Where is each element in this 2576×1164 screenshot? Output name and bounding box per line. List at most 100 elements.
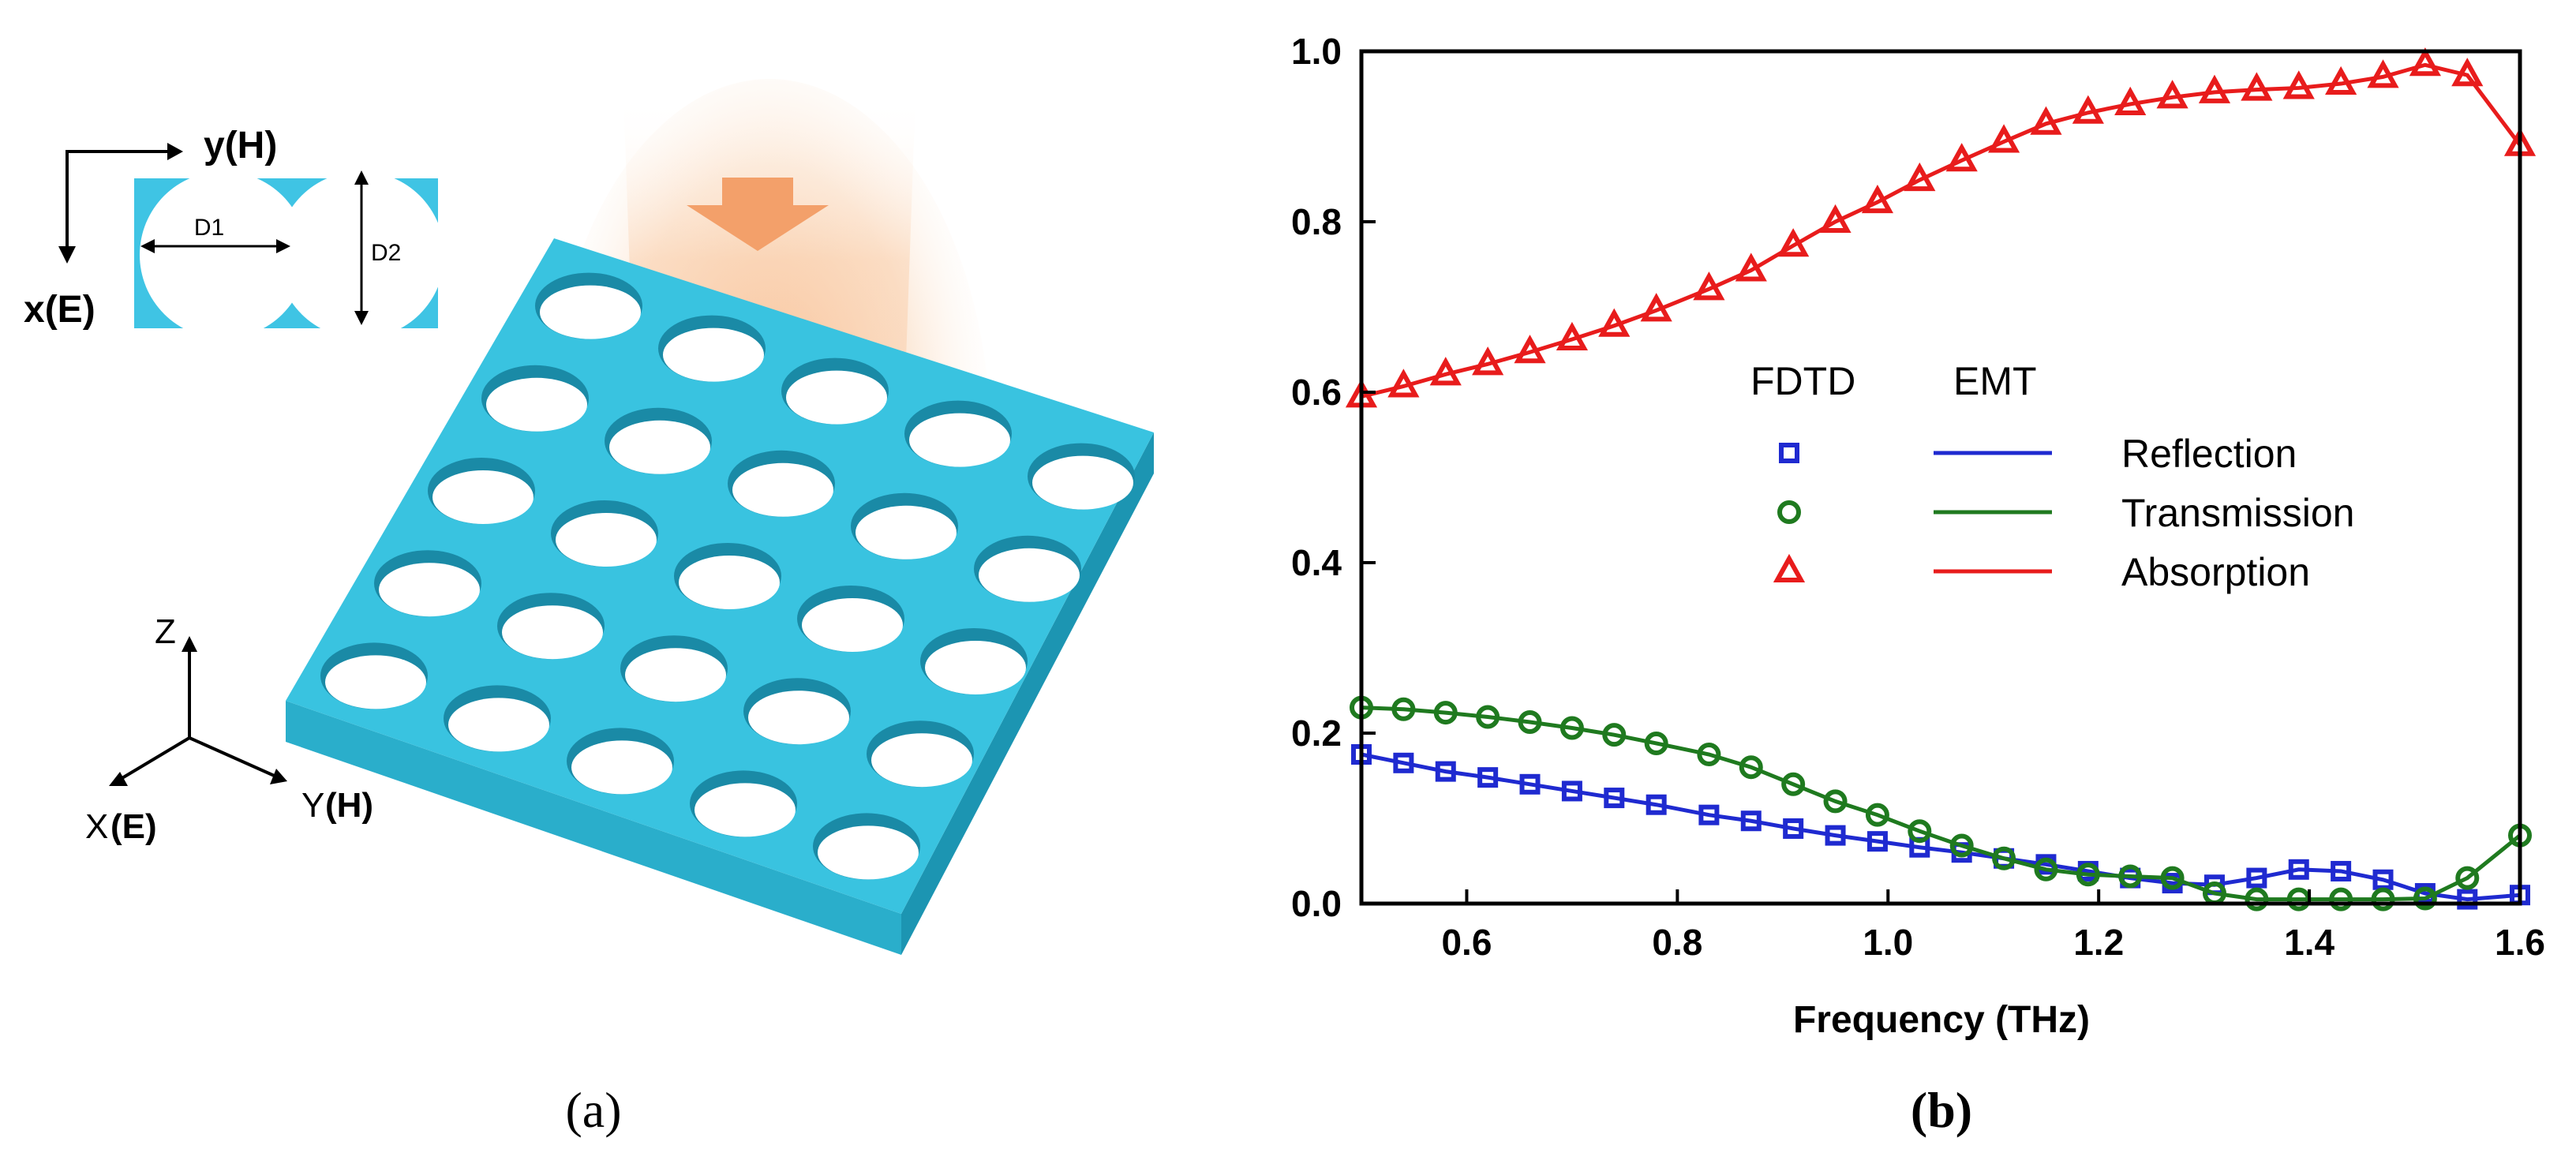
fdtd-point-absorption [2409,47,2441,77]
fdtd-point-absorption [1693,271,1725,301]
emt-line-absorption [1361,62,2522,399]
fdtd-point-reflection [1561,780,1582,802]
x-tick-label: 1.0 [1863,922,1913,963]
fdtd-point-absorption [2451,58,2484,87]
slab-hole [781,357,889,425]
hole-opening [732,462,833,517]
slab-hole [428,458,535,524]
inset-diagram: D1 D2 y(H) x(E) [24,125,444,339]
legend-header-fdtd: FDTD [1750,359,1855,403]
z-label: Z [155,612,176,651]
fdtd-point-absorption [2325,65,2357,95]
slab-hole [658,315,766,382]
fdtd-point-reflection [1783,818,1804,839]
panel-b: 0.6 0.8 1.0 1.2 1.4 1.6 0.0 0.2 0.4 0.6 0.8 1.0 Fre… [1291,31,2545,1138]
fdtd-point-transmission [1908,819,1932,844]
slab-hole [920,628,1028,694]
hole-opening [979,548,1080,602]
fdtd-point-absorption [2198,74,2231,103]
hole-opening [540,285,641,339]
slab-hole [797,586,904,652]
fdtd-point-absorption [2030,106,2062,135]
caption-b: (b) [1911,1082,1972,1138]
legend-rows: Reflection Transmission Absorption [1773,432,2354,594]
fdtd-point-transmission [2034,857,2058,881]
fdtd-point-absorption [2367,59,2399,88]
fdtd-point-transmission [1949,833,1974,858]
slab-hole [535,272,642,339]
fdtd-point-transmission [2455,866,2480,890]
slab-hole [497,593,605,660]
fdtd-point-transmission [2245,887,2269,911]
series-absorption [1345,47,2537,408]
y-tick-label: 0.6 [1291,372,1342,413]
fdtd-point-transmission [1865,803,1889,827]
legend-marker-absorption [1773,553,1806,582]
y-tick-label: 0.8 [1291,201,1342,242]
legend-label-transmission: Transmission [2121,491,2354,535]
z-arrow-head [182,636,197,652]
slab-hole [813,813,920,880]
legend-marker-reflection [1779,443,1799,463]
d1-arrow-head-left [140,239,155,253]
slab-holes [320,272,1135,880]
fdtd-point-transmission [1697,743,1721,766]
incident-arrow [687,178,829,251]
slab-hole [1028,443,1135,510]
legend-row-transmission: Transmission [1777,491,2354,535]
fdtd-point-reflection [2288,859,2309,880]
fdtd-point-absorption [1735,253,1767,282]
slab-hole [743,678,851,745]
slab-hole [567,728,674,795]
y-tick-label: 0.2 [1291,713,1342,754]
slab-hole [674,543,781,609]
x-tick-label: 0.6 [1441,922,1492,963]
axes-3d: Z X (E) Y (H) [85,612,373,846]
hole-opening [663,327,764,382]
legend-label-reflection: Reflection [2121,432,2297,476]
legend-header-emt: EMT [1953,359,2037,403]
fdtd-point-absorption [1904,162,1936,192]
panel-a: D1 D2 y(H) x(E) [24,79,1154,1138]
y-tick-label: 0.0 [1291,883,1342,924]
fdtd-point-absorption [1598,308,1631,337]
x-arrow-head [109,772,128,786]
hole-opening [556,513,657,567]
d2-arrow-head-bottom [354,311,369,325]
fdtd-point-transmission [2076,863,2100,887]
y-unit-label: (H) [325,786,373,825]
fdtd-point-reflection [1740,810,1762,832]
fdtd-point-transmission [1559,716,1584,740]
fdtd-point-absorption [1861,184,1894,214]
inset-x-label: x(E) [24,289,95,331]
hole-opening [856,505,957,560]
plot-frame [1359,49,2522,906]
x-tick-label: 0.8 [1652,922,1702,963]
fdtd-point-absorption [1987,124,2020,153]
series-reflection [1351,744,2530,910]
slab-front-face [286,701,901,955]
fdtd-point-transmission [2118,864,2143,889]
legend: FDTD EMT Reflection Transmission Absorptio… [1750,359,2354,594]
fdtd-point-absorption [1640,293,1672,322]
fdtd-point-reflection [1866,831,1888,852]
inset-x-arrow-head [58,246,76,264]
hole-opening [571,740,672,795]
fdtd-point-transmission [2371,887,2395,911]
fdtd-point-reflection [1393,752,1414,773]
fdtd-point-reflection [1604,788,1625,809]
inset-y-label: y(H) [204,125,277,167]
fdtd-point-absorption [1777,228,1810,257]
fdtd-point-reflection [1477,767,1499,788]
y-tick-label: 1.0 [1291,31,1342,72]
y-tick-label: 0.4 [1291,542,1342,583]
fdtd-point-absorption [1819,204,1852,233]
slab-side-face [901,432,1154,955]
slab-hole [444,685,551,752]
x-axis [115,736,191,783]
inset-hole-1 [140,171,307,339]
perforated-slab [286,238,1154,955]
plot-area [1345,47,2537,911]
fdtd-point-transmission [1476,705,1500,729]
